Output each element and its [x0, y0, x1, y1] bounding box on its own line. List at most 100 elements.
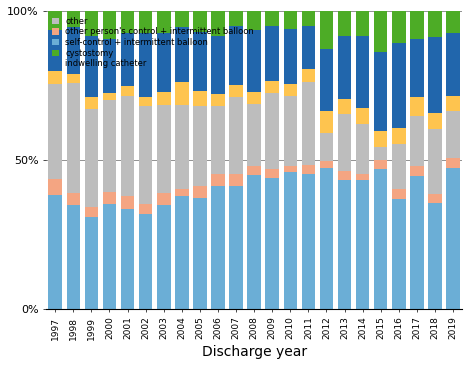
Bar	[103, 40, 116, 93]
Bar	[103, 204, 116, 309]
Bar	[320, 168, 333, 309]
Bar	[48, 84, 62, 179]
Bar	[265, 93, 279, 169]
Bar	[284, 96, 297, 166]
Bar	[446, 158, 460, 168]
Bar	[229, 186, 243, 309]
Bar	[374, 147, 387, 160]
Bar	[211, 106, 225, 174]
Bar	[48, 179, 62, 195]
Bar	[392, 43, 406, 127]
Bar	[211, 174, 225, 186]
Bar	[211, 186, 225, 309]
Bar	[229, 174, 243, 186]
Bar	[247, 104, 261, 166]
Bar	[392, 199, 406, 309]
Bar	[229, 97, 243, 174]
Bar	[139, 33, 152, 97]
Bar	[157, 193, 171, 205]
Bar	[410, 97, 424, 116]
Bar	[157, 205, 171, 309]
Bar	[157, 33, 171, 93]
Bar	[67, 74, 80, 83]
Bar	[121, 33, 134, 86]
Bar	[229, 11, 243, 26]
Bar	[320, 11, 333, 49]
Bar	[211, 36, 225, 94]
Bar	[211, 94, 225, 106]
Bar	[103, 93, 116, 100]
Bar	[139, 11, 152, 33]
Bar	[284, 11, 297, 29]
Bar	[302, 26, 315, 69]
Bar	[374, 169, 387, 309]
Bar	[320, 161, 333, 168]
Bar	[356, 180, 370, 309]
Bar	[157, 11, 171, 33]
Bar	[410, 11, 424, 40]
Bar	[48, 11, 62, 30]
Bar	[410, 166, 424, 176]
Bar	[374, 52, 387, 131]
Bar	[338, 180, 351, 309]
Bar	[175, 189, 189, 195]
Bar	[175, 11, 189, 27]
Bar	[139, 97, 152, 106]
Bar	[84, 36, 98, 97]
Bar	[446, 111, 460, 158]
Bar	[392, 189, 406, 199]
Bar	[121, 11, 134, 33]
Bar	[175, 27, 189, 82]
Bar	[157, 105, 171, 193]
Bar	[67, 83, 80, 193]
Bar	[446, 168, 460, 309]
Bar	[84, 217, 98, 309]
Bar	[229, 85, 243, 97]
Bar	[410, 116, 424, 166]
Bar	[410, 40, 424, 97]
Bar	[338, 115, 351, 171]
Bar	[103, 100, 116, 191]
Bar	[247, 166, 261, 175]
Bar	[374, 160, 387, 169]
Bar	[320, 49, 333, 111]
Bar	[193, 198, 207, 309]
Bar	[48, 30, 62, 71]
Bar	[374, 11, 387, 52]
Bar	[67, 193, 80, 205]
Bar	[338, 36, 351, 99]
Bar	[157, 93, 171, 105]
Bar	[48, 195, 62, 309]
Bar	[139, 106, 152, 204]
Bar	[175, 195, 189, 309]
Bar	[121, 196, 134, 209]
Bar	[338, 11, 351, 36]
Bar	[247, 92, 261, 104]
Bar	[48, 71, 62, 84]
Bar	[121, 86, 134, 96]
Bar	[229, 26, 243, 85]
Bar	[139, 204, 152, 214]
Bar	[320, 111, 333, 133]
Bar	[193, 186, 207, 198]
Bar	[84, 208, 98, 217]
Bar	[193, 33, 207, 91]
Bar	[302, 82, 315, 164]
Bar	[356, 36, 370, 108]
Bar	[284, 166, 297, 172]
Bar	[284, 172, 297, 309]
Bar	[302, 164, 315, 174]
Bar	[103, 191, 116, 204]
Bar	[356, 11, 370, 36]
Bar	[428, 203, 442, 309]
Bar	[392, 11, 406, 43]
Bar	[103, 11, 116, 40]
Bar	[338, 171, 351, 180]
Bar	[265, 169, 279, 178]
Bar	[356, 124, 370, 174]
X-axis label: Discharge year: Discharge year	[202, 345, 307, 359]
Bar	[428, 130, 442, 194]
Bar	[302, 11, 315, 26]
Bar	[193, 11, 207, 33]
Bar	[265, 26, 279, 81]
